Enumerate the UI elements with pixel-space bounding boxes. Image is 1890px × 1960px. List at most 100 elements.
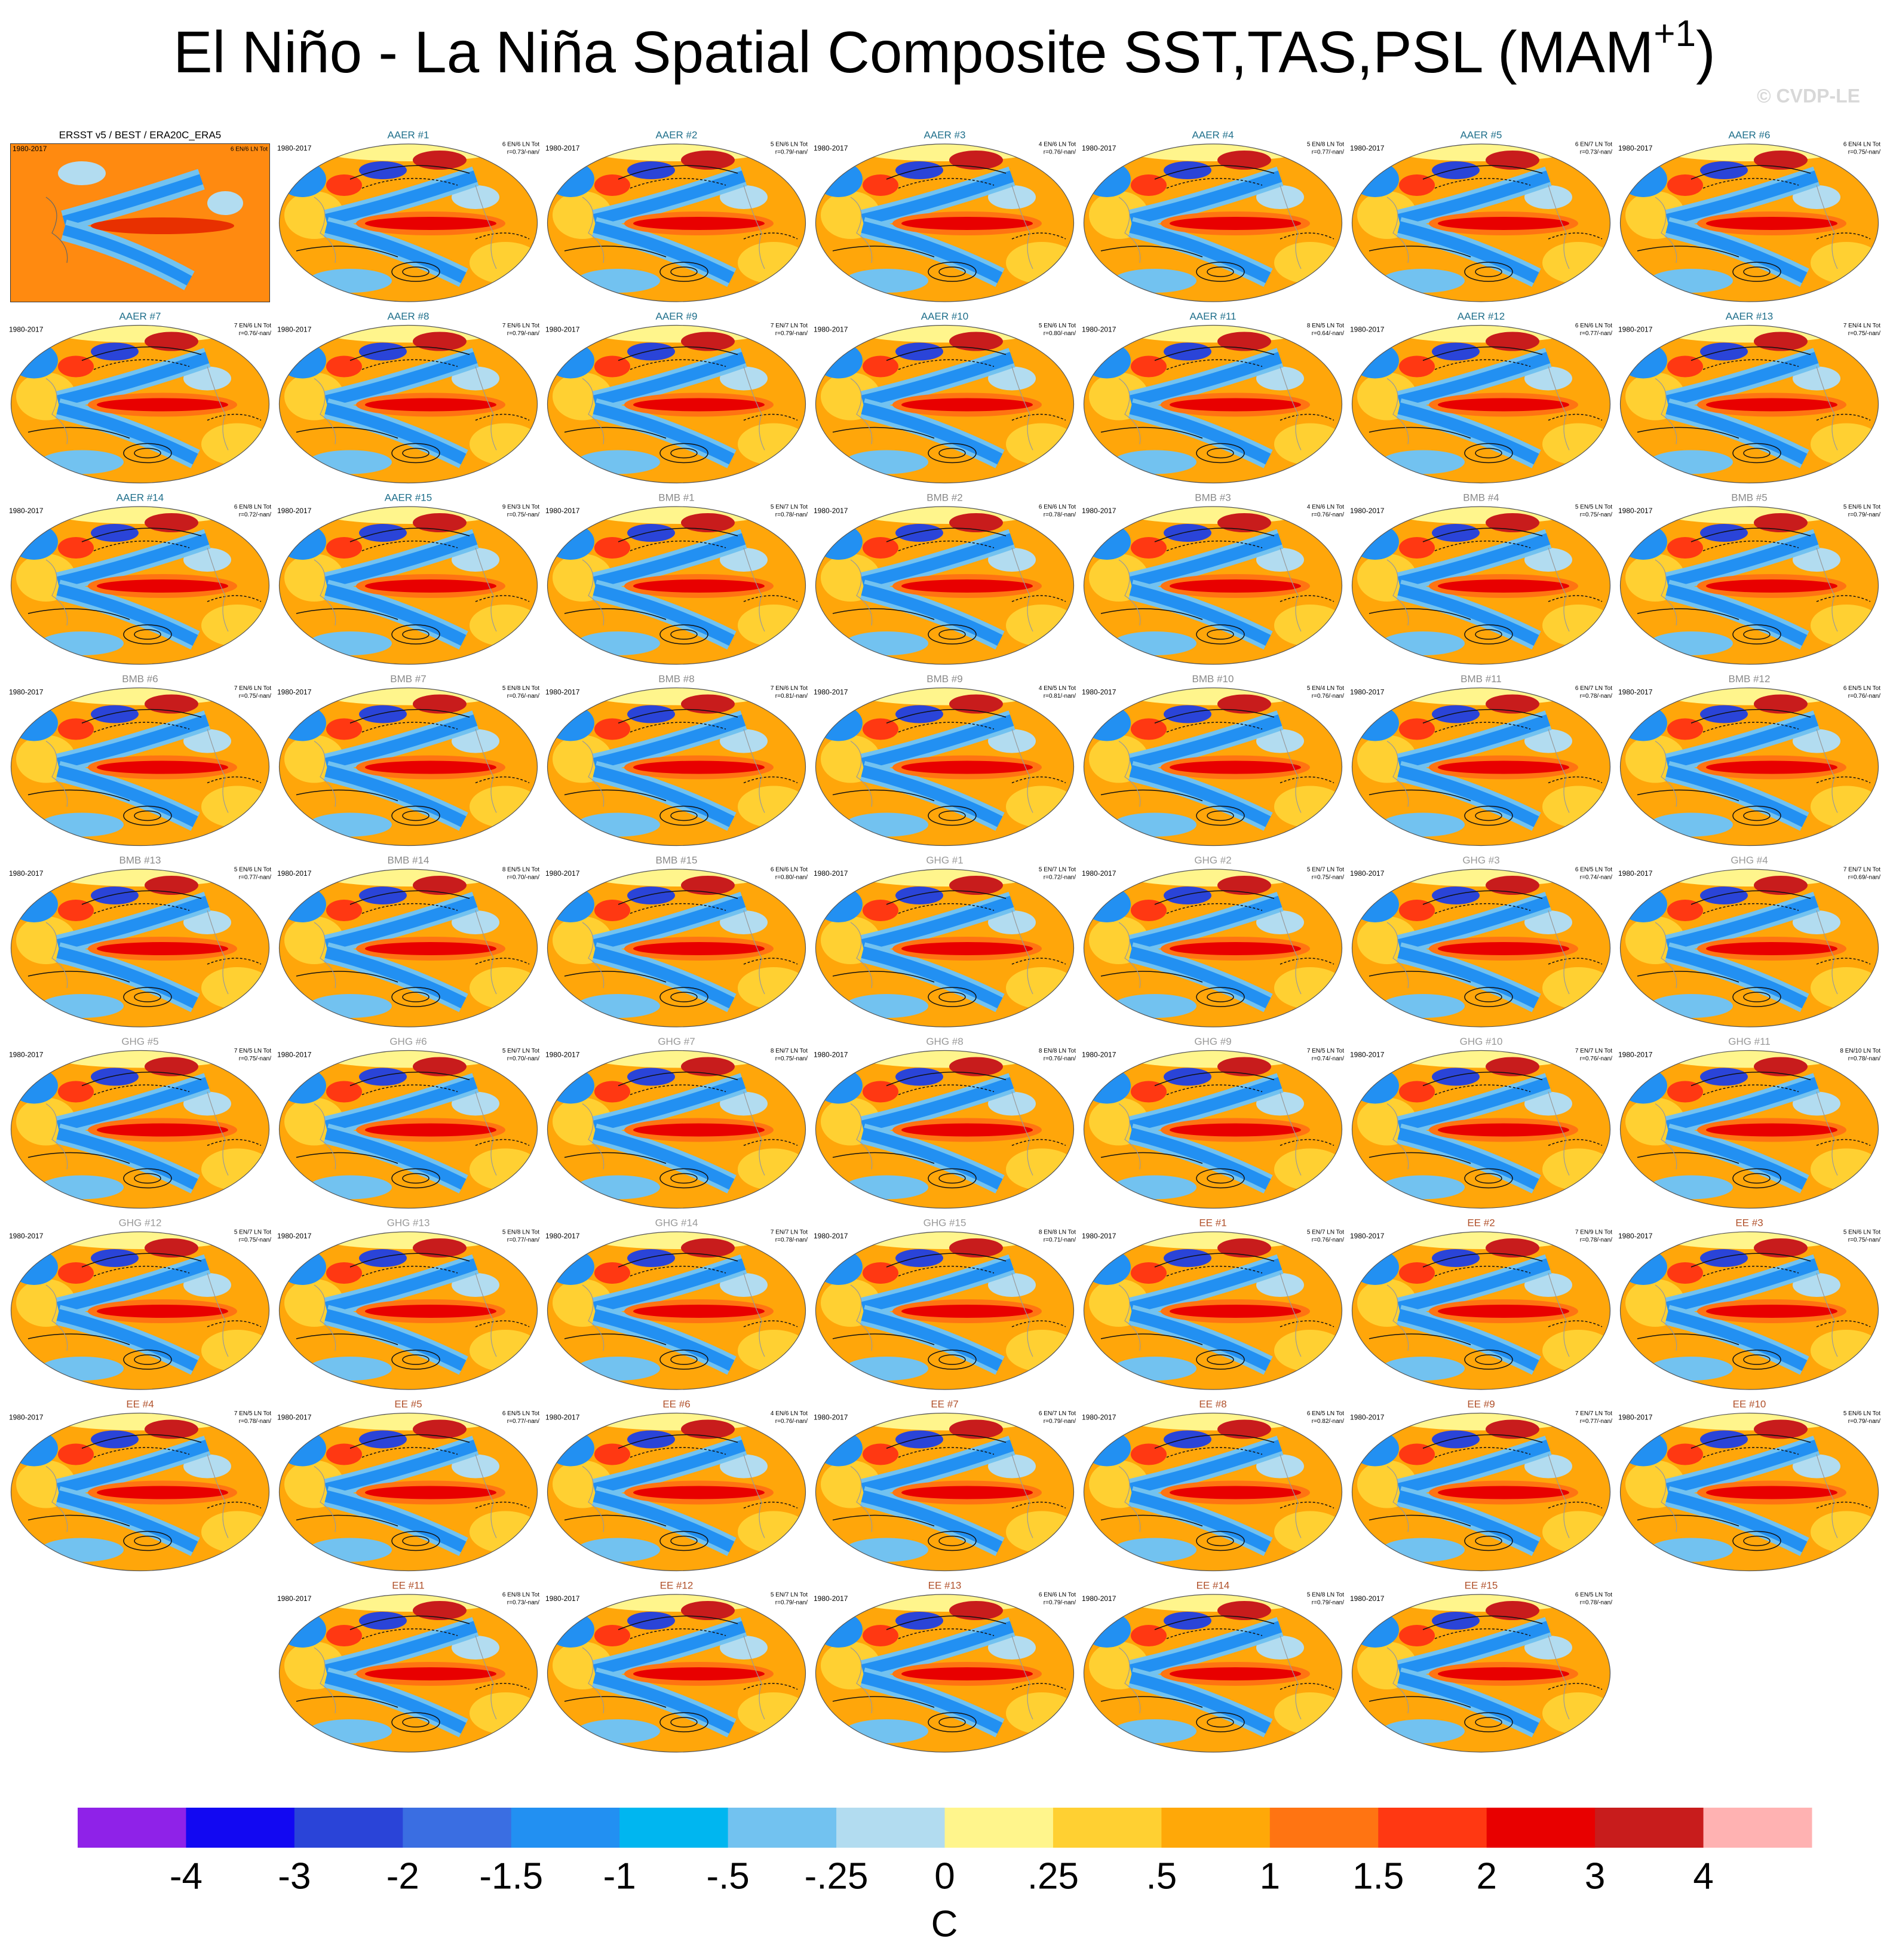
model-map — [278, 684, 541, 846]
panel-title: EE #10 — [1733, 1398, 1766, 1410]
panel-title: GHG #1 — [926, 854, 963, 866]
colorbar-box — [403, 1808, 512, 1848]
map-panel: AAER #3 1980-2017 4 EN/6 LN Totr=0.76/-nan… — [814, 129, 1076, 302]
panel-title: GHG #12 — [119, 1217, 162, 1228]
colorbar-tick-label: .25 — [1027, 1855, 1079, 1897]
map-panel: BMB #10 1980-2017 5 EN/4 LN Totr=0.76/-nan… — [1082, 673, 1344, 846]
model-map — [547, 1047, 809, 1209]
panel-period: 1980-2017 — [1350, 326, 1385, 334]
panel-stats: r=0.78/-nan/ — [775, 512, 808, 519]
panel-period: 1980-2017 — [1082, 869, 1116, 878]
panel-counts: 4 EN/6 LN Tot — [1039, 142, 1076, 148]
panel-period: 1980-2017 — [1618, 144, 1653, 152]
panel-counts: 5 EN/7 LN Tot — [771, 504, 808, 511]
panel-period: 1980-2017 — [1082, 688, 1116, 697]
panel-counts: 6 EN/6 LN Tot — [502, 142, 539, 148]
panel-period: 1980-2017 — [1082, 144, 1116, 152]
panel-stats: r=0.75/-nan/ — [1848, 330, 1880, 337]
panel-period: 1980-2017 — [1618, 507, 1653, 515]
map-panel: AAER #10 1980-2017 5 EN/6 LN Totr=0.80/-na… — [814, 311, 1076, 484]
panel-counts: 7 EN/7 LN Tot — [771, 323, 808, 329]
panel-stats: r=0.73/-nan/ — [1580, 149, 1612, 156]
panel-stats: r=0.77/-nan/ — [239, 875, 271, 881]
panel-counts: 8 EN/8 LN Tot — [1039, 1229, 1076, 1236]
panel-counts: 5 EN/6 LN Tot — [1843, 504, 1880, 511]
panel-period: 1980-2017 — [1618, 326, 1653, 334]
panel-counts: 7 EN/6 LN Tot — [771, 685, 808, 692]
model-map — [1083, 1590, 1346, 1753]
model-map — [1083, 1409, 1346, 1572]
panel-period: 1980-2017 — [545, 1051, 580, 1059]
panel-title: GHG #11 — [1728, 1036, 1771, 1047]
panel-counts: 5 EN/6 LN Tot — [1843, 1229, 1880, 1236]
model-map — [815, 502, 1078, 665]
panel-stats: r=0.82/-nan/ — [1312, 1418, 1344, 1425]
panel-counts: 7 EN/5 LN Tot — [1307, 1048, 1344, 1054]
panel-stats: r=0.75/-nan/ — [775, 1056, 808, 1062]
panel-title: ERSST v5 / BEST / ERA20C_ERA5 — [59, 129, 222, 140]
title-end: ) — [1696, 19, 1716, 85]
panel-stats: r=0.79/-nan/ — [1848, 512, 1880, 519]
panel-title: EE #15 — [1465, 1579, 1498, 1591]
model-map — [10, 1228, 273, 1390]
map-panel: GHG #1 1980-2017 5 EN/7 LN Tot r=0.72/-nan/ — [814, 854, 1076, 1027]
panel-stats: r=0.76/-nan/ — [775, 1418, 808, 1425]
panel-stats: r=0.81/-nan/ — [1044, 693, 1076, 700]
panel-title: EE #14 — [1196, 1579, 1230, 1591]
panel-period: 1980-2017 — [814, 1232, 848, 1240]
map-panel: GHG #14 1980-2017 7 EN/7 LN Totr=0.78/-nan… — [545, 1217, 808, 1390]
model-map — [10, 1409, 273, 1572]
model-map — [278, 865, 541, 1027]
panel-stats: r=0.71/-nan/ — [1044, 1237, 1076, 1244]
panel-title: BMB #1 — [658, 492, 694, 503]
panel-title: AAER #6 — [1729, 129, 1771, 140]
colorbar-box — [1595, 1808, 1704, 1848]
map-panel: GHG #3 1980-2017 6 EN/5 LN Tot r=0.74/-nan/ — [1350, 854, 1612, 1027]
panel-period: 1980-2017 — [545, 1232, 580, 1240]
panel-stats: r=0.77/-nan/ — [507, 1237, 539, 1244]
panel-stats: r=0.80/-nan/ — [775, 875, 808, 881]
model-map — [1083, 140, 1346, 302]
model-map — [1619, 1047, 1882, 1209]
map-panel: AAER #7 1980-2017 7 EN/6 LN Totr=0.76/-nan… — [9, 311, 271, 484]
panel-counts: 5 EN/7 LN Tot — [502, 1048, 539, 1054]
map-panel: GHG #10 1980-2017 7 EN/7 LN Tot r=0.76/-nan… — [1350, 1036, 1612, 1209]
panel-title: BMB #15 — [656, 854, 698, 866]
map-panel: GHG #11 1980-2017 8 EN/10 LN Tot r=0.78/-na… — [1618, 1036, 1882, 1209]
model-map — [278, 140, 541, 302]
panel-stats: r=0.76/-nan/ — [1044, 1056, 1076, 1062]
model-map — [1083, 502, 1346, 665]
panel-stats: r=0.76/-nan/ — [1848, 693, 1880, 700]
map-panel: GHG #2 1980-2017 5 EN/7 LN Tot r=0.75/-nan/ — [1082, 854, 1344, 1027]
panel-stats: r=0.73/-nan/ — [507, 149, 539, 156]
map-panel: GHG #8 1980-2017 8 EN/8 LN Tot r=0.76/-nan/ — [814, 1036, 1076, 1209]
panel-stats: r=0.76/-nan/ — [1044, 149, 1076, 156]
panel-title: BMB #13 — [119, 854, 161, 866]
panel-stats: r=0.79/-nan/ — [1848, 1418, 1880, 1425]
panel-stats: r=0.78/-nan/ — [1580, 1237, 1612, 1244]
colorbar-box — [294, 1808, 403, 1848]
model-map — [1351, 1409, 1614, 1572]
panel-period: 1980-2017 — [814, 507, 848, 515]
panel-stats: r=0.76/-nan/ — [1580, 1056, 1612, 1062]
panel-counts: 6 EN/8 LN Tot — [502, 1592, 539, 1599]
panel-period: 1980-2017 — [814, 1413, 848, 1422]
panel-title: EE #7 — [931, 1398, 958, 1410]
panel-stats: r=0.75/-nan/ — [239, 693, 271, 700]
panel-title: GHG #14 — [655, 1217, 698, 1228]
map-panel: GHG #4 1980-2017 7 EN/7 LN Tot r=0.69/-nan/ — [1618, 854, 1880, 1027]
colorbar-tick-label: -.25 — [805, 1855, 869, 1897]
panel-period: 1980-2017 — [277, 507, 312, 515]
model-map — [1619, 321, 1882, 484]
panel-period: 1980-2017 — [277, 1051, 312, 1059]
